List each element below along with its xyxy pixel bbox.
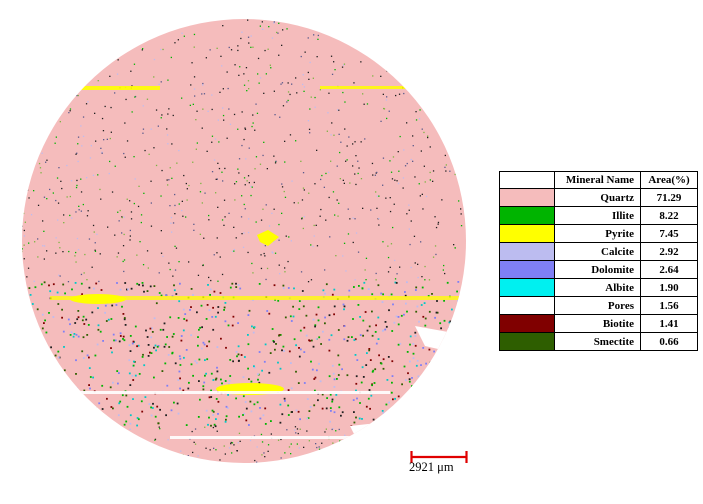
legend-header-swatch <box>499 171 555 189</box>
pyrite-grain <box>257 230 279 246</box>
legend-swatch-dolomite <box>500 261 554 278</box>
pyrite-band-top <box>80 86 160 90</box>
legend-row-illite: Illite 8.22 <box>499 206 698 225</box>
legend-area-albite: 1.90 <box>640 278 698 297</box>
legend-row-albite: Albite 1.90 <box>499 278 698 297</box>
legend-name-albite: Albite <box>554 278 641 297</box>
legend-area-quartz: 71.29 <box>640 188 698 207</box>
legend-swatch-pores <box>500 297 554 314</box>
pyrite-band-top-right <box>320 86 420 89</box>
pyrite-lens-left <box>70 294 126 304</box>
legend-area-illite: 8.22 <box>640 206 698 225</box>
legend-row-pores: Pores 1.56 <box>499 296 698 315</box>
legend-name-quartz: Quartz <box>554 188 641 207</box>
legend-row-dolomite: Dolomite 2.64 <box>499 260 698 279</box>
legend-name-smectite: Smectite <box>554 332 641 351</box>
legend-row-smectite: Smectite 0.66 <box>499 332 698 351</box>
legend-header-name: Mineral Name <box>554 171 641 189</box>
legend-swatch-biotite <box>500 315 554 332</box>
legend-swatch-pyrite <box>500 225 554 242</box>
legend-header-area: Area(%) <box>640 171 698 189</box>
pyrite-band-middle <box>50 296 460 300</box>
mineral-map-sample <box>22 19 466 463</box>
legend-swatch-quartz <box>500 189 554 206</box>
pore-crack-bottom <box>170 436 370 439</box>
pore-crack-lower <box>60 391 390 394</box>
legend-name-illite: Illite <box>554 206 641 225</box>
legend-name-calcite: Calcite <box>554 242 641 261</box>
legend-name-biotite: Biotite <box>554 314 641 333</box>
scale-bar <box>410 451 468 463</box>
legend-row-quartz: Quartz 71.29 <box>499 188 698 207</box>
legend-header-row: Mineral Name Area(%) <box>499 171 698 189</box>
legend-area-pores: 1.56 <box>640 296 698 315</box>
quartz-matrix <box>22 19 466 463</box>
legend-swatch-smectite <box>500 333 554 350</box>
legend-name-dolomite: Dolomite <box>554 260 641 279</box>
legend-name-pyrite: Pyrite <box>554 224 641 243</box>
legend-area-pyrite: 7.45 <box>640 224 698 243</box>
legend-swatch-calcite <box>500 243 554 260</box>
legend-area-calcite: 2.92 <box>640 242 698 261</box>
mineral-legend-table: Mineral Name Area(%) Quartz 71.29 Illite… <box>499 171 698 351</box>
legend-area-biotite: 1.41 <box>640 314 698 333</box>
legend-area-dolomite: 2.64 <box>640 260 698 279</box>
legend-row-biotite: Biotite 1.41 <box>499 314 698 333</box>
legend-name-pores: Pores <box>554 296 641 315</box>
legend-area-smectite: 0.66 <box>640 332 698 351</box>
legend-row-pyrite: Pyrite 7.45 <box>499 224 698 243</box>
legend-swatch-albite <box>500 279 554 296</box>
scale-bar-label: 2921 μm <box>409 460 454 474</box>
legend-row-calcite: Calcite 2.92 <box>499 242 698 261</box>
legend-swatch-illite <box>500 207 554 224</box>
